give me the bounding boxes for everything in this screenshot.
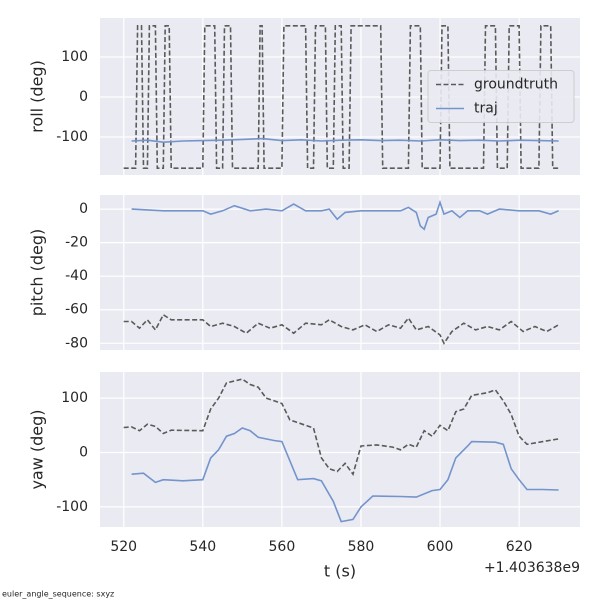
plot-area bbox=[100, 372, 580, 527]
legend-box bbox=[427, 70, 575, 123]
legend-label: groundtruth bbox=[474, 77, 558, 93]
y-tick-label: -20 bbox=[65, 235, 88, 251]
y-tick-label: 0 bbox=[79, 89, 88, 105]
series-line bbox=[131, 199, 559, 231]
x-offset-label: +1.403638e9 bbox=[484, 560, 580, 576]
x-tick-label: 560 bbox=[269, 539, 296, 555]
series-line bbox=[131, 427, 559, 523]
y-tick-label: -40 bbox=[65, 268, 88, 284]
y-tick-label: 100 bbox=[61, 49, 88, 65]
y-tick-label: 0 bbox=[79, 444, 88, 460]
x-tick-label: 540 bbox=[189, 539, 216, 555]
x-tick-label: 620 bbox=[506, 539, 533, 555]
y-tick-label: -100 bbox=[56, 499, 88, 515]
x-tick-label: 520 bbox=[110, 539, 137, 555]
series-line bbox=[131, 137, 559, 144]
series-line bbox=[123, 25, 559, 169]
x-axis-label: t (s) bbox=[324, 562, 356, 581]
footer: euler_angle_sequence: sxyz bbox=[2, 590, 114, 599]
y-tick-label: -60 bbox=[65, 302, 88, 318]
x-tick-label: 600 bbox=[427, 539, 454, 555]
y-tick-label: -80 bbox=[65, 335, 88, 351]
x-tick-label: 580 bbox=[348, 539, 375, 555]
series-line bbox=[123, 378, 559, 476]
plot-area bbox=[100, 195, 580, 350]
y-tick-label: -100 bbox=[56, 129, 88, 145]
y-tick-label: 100 bbox=[61, 390, 88, 406]
legend-label: traj bbox=[474, 101, 498, 117]
series-line bbox=[123, 313, 559, 345]
y-axis-label: pitch (deg) bbox=[28, 229, 47, 317]
y-axis-label: roll (deg) bbox=[28, 60, 47, 133]
y-tick-label: 0 bbox=[79, 201, 88, 217]
y-axis-label: yaw (deg) bbox=[28, 409, 47, 489]
